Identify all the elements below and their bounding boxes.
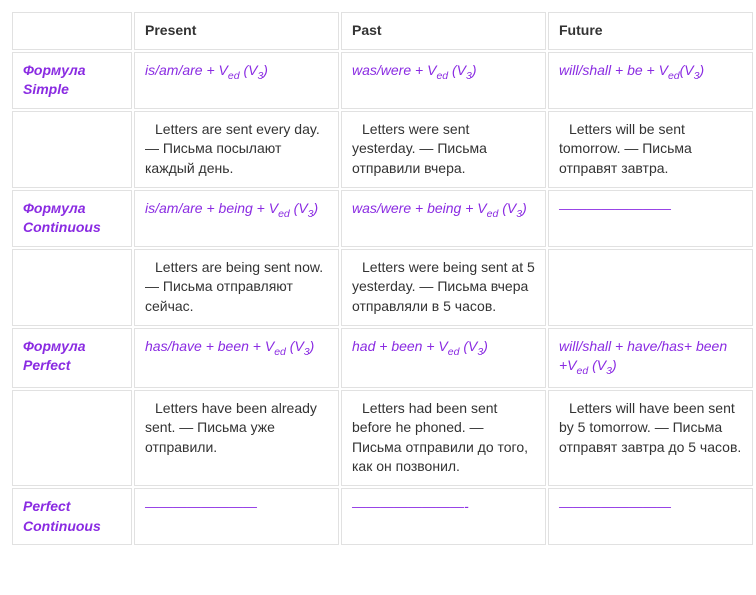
label-continuous: Формула Continuous xyxy=(12,190,132,247)
text: Letters are sent every day. — Письма пос… xyxy=(145,121,320,176)
formula-perfect-present: has/have + been + Ved (V3) xyxy=(134,328,339,388)
formula-continuous-present: is/am/are + being + Ved (V3) xyxy=(134,190,339,247)
formula-simple-future: will/shall + be + Ved(V3) xyxy=(548,52,753,109)
row-simple-formula: Формула Simple is/am/are + Ved (V3) was/… xyxy=(12,52,753,109)
label-perfect: Формула Perfect xyxy=(12,328,132,388)
example-continuous-future xyxy=(548,249,753,326)
example-simple-past: Letters were sent yesterday. — Письма от… xyxy=(341,111,546,188)
row-perfect-formula: Формула Perfect has/have + been + Ved (V… xyxy=(12,328,753,388)
example-simple-future: Letters will be sent tomorrow. — Письма … xyxy=(548,111,753,188)
row-continuous-example: Letters are being sent now. — Письма отп… xyxy=(12,249,753,326)
header-future: Future xyxy=(548,12,753,50)
label-simple: Формула Simple xyxy=(12,52,132,109)
text: Letters will have been sent by 5 tomorro… xyxy=(559,400,741,455)
formula-simple-present: is/am/are + Ved (V3) xyxy=(134,52,339,109)
row-perfect-continuous-formula: Perfect Continuous ———————— ————————- ——… xyxy=(12,488,753,545)
example-perfect-present: Letters have been already sent. — Письма… xyxy=(134,390,339,486)
text: Letters are being sent now. — Письма отп… xyxy=(145,259,323,314)
formula-perfect-past: had + been + Ved (V3) xyxy=(341,328,546,388)
example-continuous-past: Letters were being sent at 5 yesterday. … xyxy=(341,249,546,326)
formula-continuous-future: ———————— xyxy=(548,190,753,247)
row-continuous-formula: Формула Continuous is/am/are + being + V… xyxy=(12,190,753,247)
text: Letters had been sent before he phoned. … xyxy=(352,400,528,475)
example-continuous-present: Letters are being sent now. — Письма отп… xyxy=(134,249,339,326)
blank-cell xyxy=(12,249,132,326)
formula-perfect-future: will/shall + have/has+ been +Ved (V3) xyxy=(548,328,753,388)
row-simple-example: Letters are sent every day. — Письма пос… xyxy=(12,111,753,188)
formula-pc-present: ———————— xyxy=(134,488,339,545)
header-past: Past xyxy=(341,12,546,50)
row-perfect-example: Letters have been already sent. — Письма… xyxy=(12,390,753,486)
text: Letters were being sent at 5 yesterday. … xyxy=(352,259,535,314)
formula-pc-past: ————————- xyxy=(341,488,546,545)
formula-simple-past: was/were + Ved (V3) xyxy=(341,52,546,109)
blank-cell xyxy=(12,111,132,188)
example-simple-present: Letters are sent every day. — Письма пос… xyxy=(134,111,339,188)
text: Letters will be sent tomorrow. — Письма … xyxy=(559,121,692,176)
example-perfect-future: Letters will have been sent by 5 tomorro… xyxy=(548,390,753,486)
header-blank xyxy=(12,12,132,50)
passive-voice-table: Present Past Future Формула Simple is/am… xyxy=(10,10,755,547)
blank-cell xyxy=(12,390,132,486)
header-present: Present xyxy=(134,12,339,50)
formula-pc-future: ———————— xyxy=(548,488,753,545)
text: Letters were sent yesterday. — Письма от… xyxy=(352,121,487,176)
header-row: Present Past Future xyxy=(12,12,753,50)
example-perfect-past: Letters had been sent before he phoned. … xyxy=(341,390,546,486)
formula-continuous-past: was/were + being + Ved (V3) xyxy=(341,190,546,247)
label-perfect-continuous: Perfect Continuous xyxy=(12,488,132,545)
text: Letters have been already sent. — Письма… xyxy=(145,400,317,455)
